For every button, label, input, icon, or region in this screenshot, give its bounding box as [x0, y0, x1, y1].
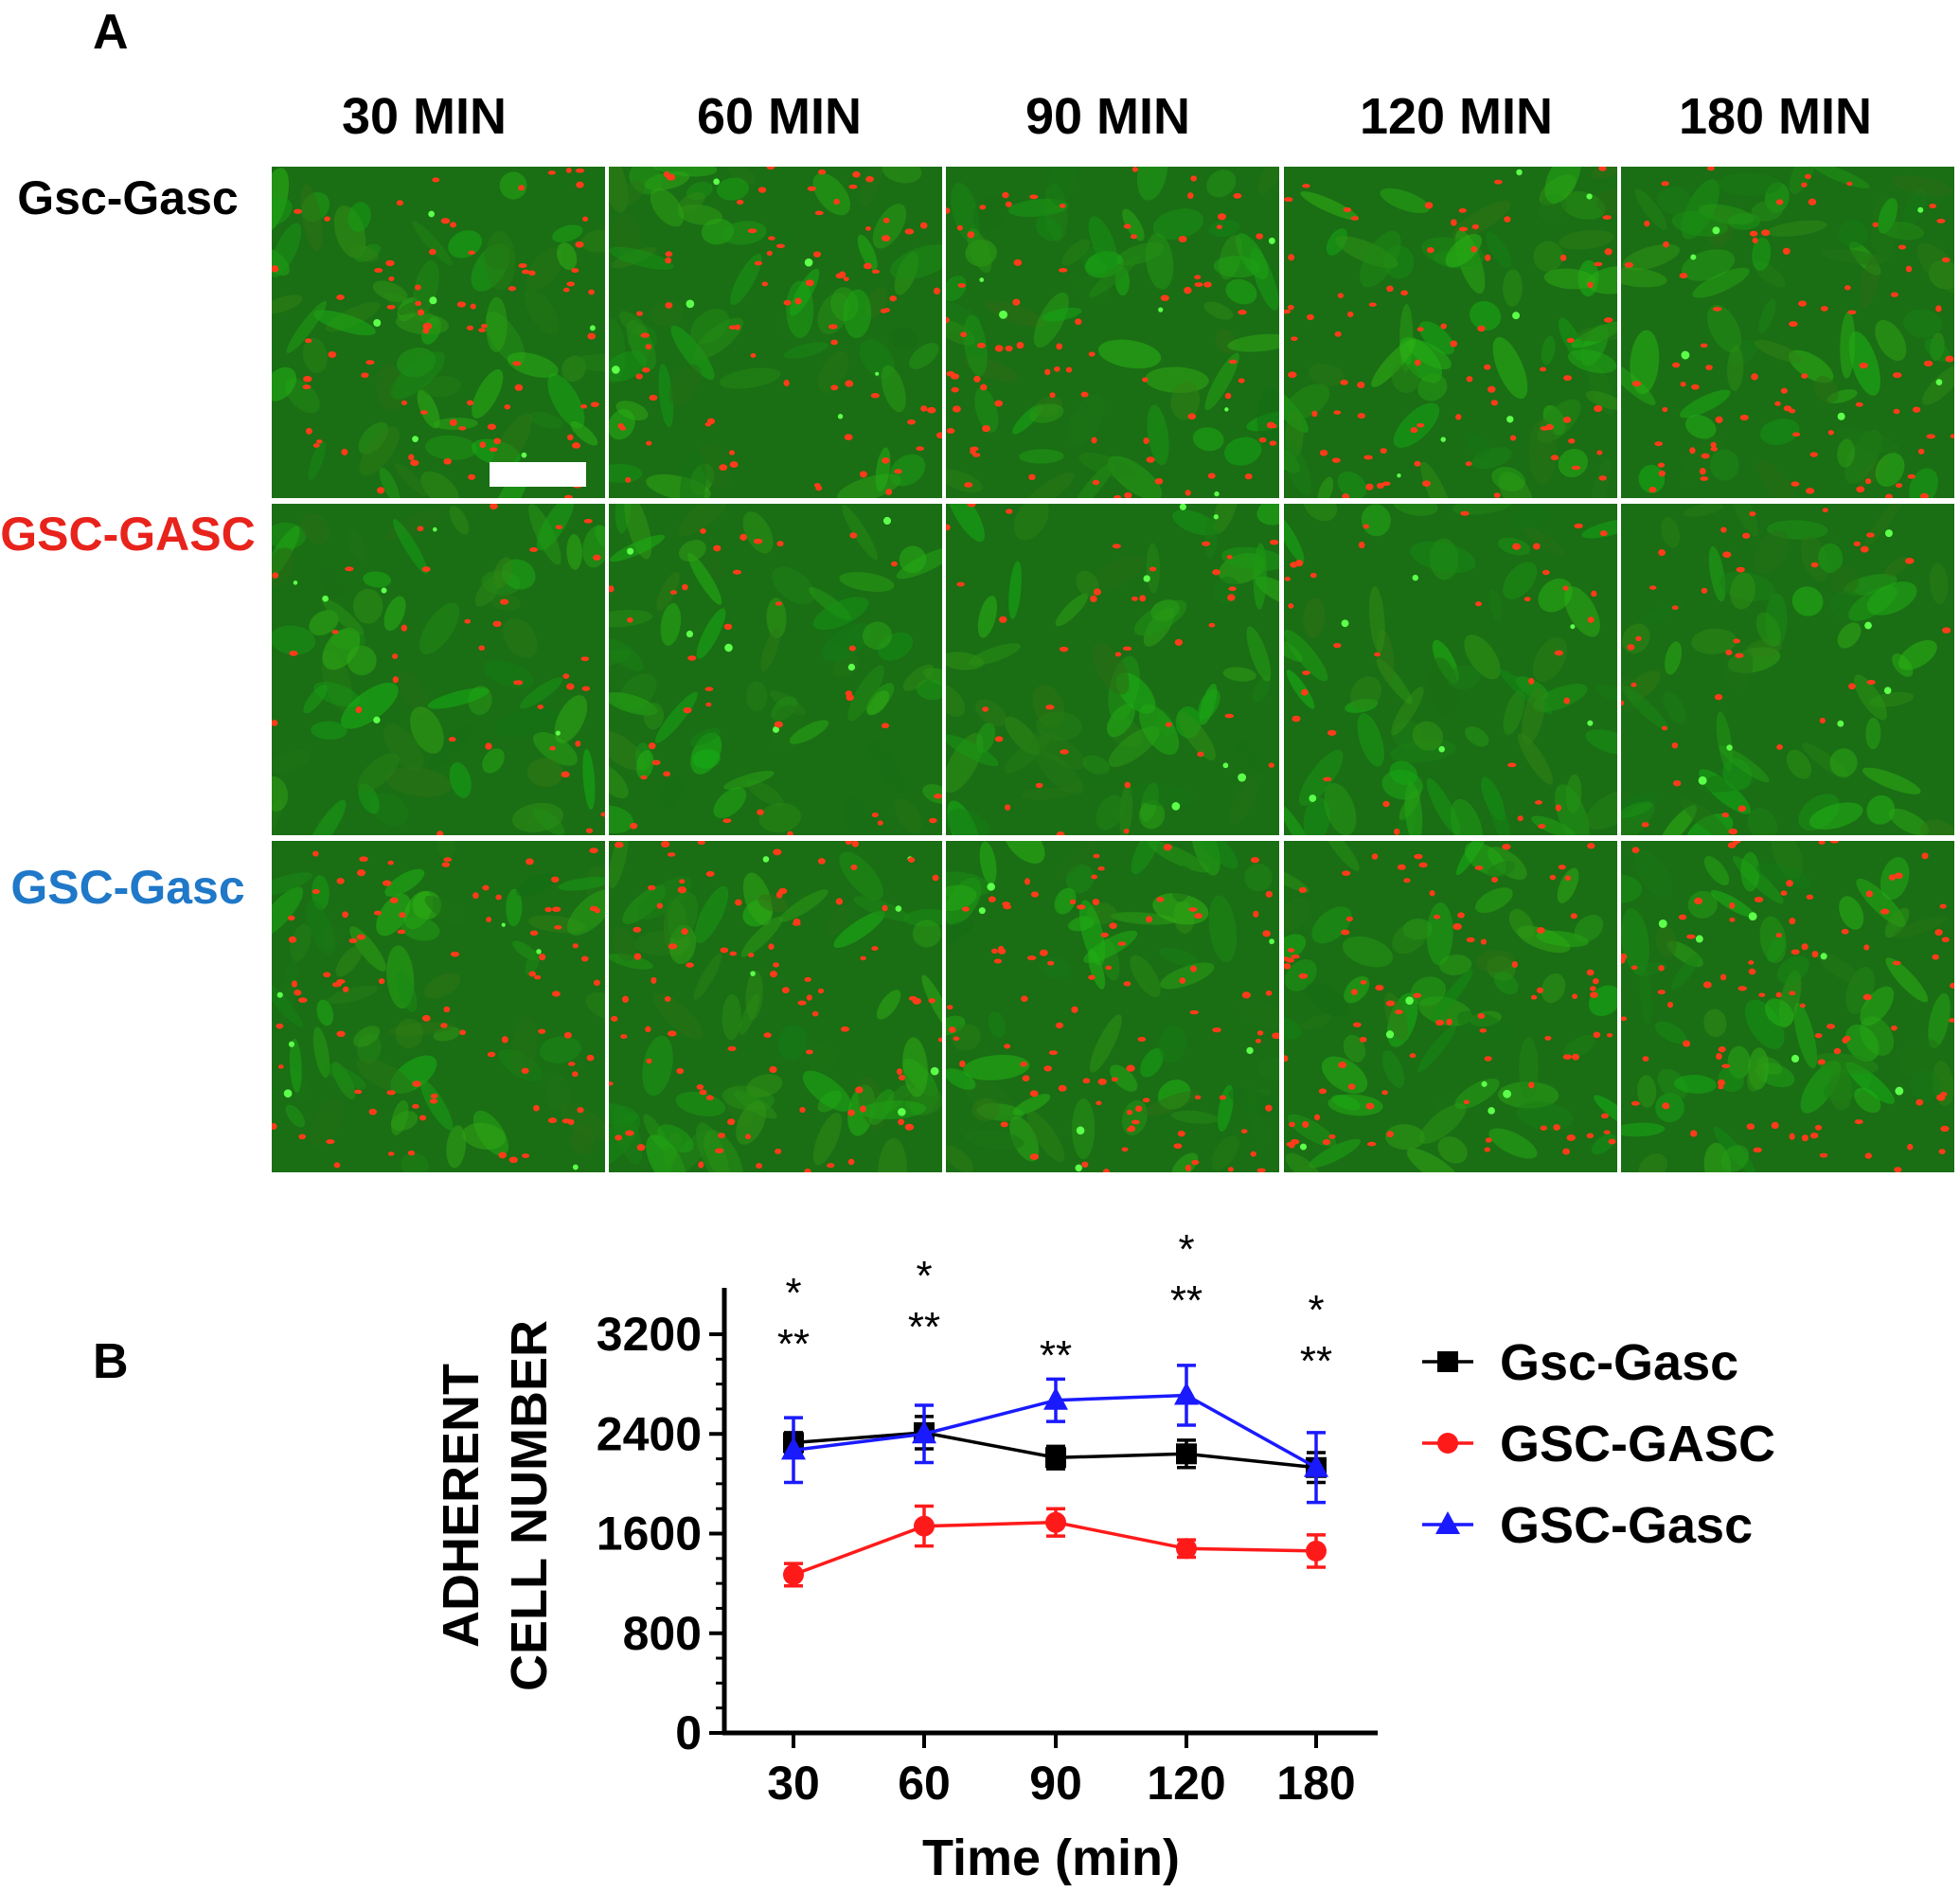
micrograph-image — [1621, 167, 1954, 498]
y-tick-label: 2400 — [597, 1407, 702, 1460]
significance-star: * — [1308, 1287, 1324, 1333]
micrograph-image — [946, 841, 1279, 1172]
significance-star: ** — [1300, 1338, 1332, 1384]
column-header-30min: 30 MIN — [341, 88, 508, 145]
data-point — [781, 1437, 806, 1460]
column-header-90min: 90 MIN — [1025, 88, 1191, 145]
x-axis-title: Time (min) — [922, 1830, 1180, 1886]
x-tick-label: 120 — [1147, 1757, 1225, 1810]
data-point — [1043, 1386, 1068, 1410]
micrograph-image — [272, 167, 605, 498]
significance-star: ** — [908, 1304, 940, 1350]
data-point — [1304, 1454, 1328, 1477]
micrograph-image — [1284, 167, 1617, 498]
data-point — [1176, 1538, 1197, 1560]
panel-b-letter: B — [93, 1334, 129, 1389]
row-label-gsc-gasc-mixed: GSC-Gasc — [10, 861, 245, 914]
significance-star: * — [1178, 1226, 1194, 1273]
significance-star: ** — [1040, 1332, 1072, 1379]
y-tick-label: 3200 — [597, 1308, 702, 1361]
y-tick-label: 800 — [623, 1607, 702, 1660]
series-3 — [784, 1364, 1326, 1505]
data-point — [783, 1563, 804, 1585]
scale-bar — [490, 462, 586, 487]
y-axis-title: ADHERENT — [433, 1364, 490, 1648]
significance-star: * — [916, 1253, 932, 1299]
significance-star: ** — [777, 1321, 810, 1367]
y-tick-label: 0 — [675, 1706, 702, 1759]
micrograph-image — [609, 841, 942, 1172]
legend-marker — [1437, 1351, 1458, 1372]
data-point — [1045, 1511, 1066, 1533]
legend-label: Gsc-Gasc — [1500, 1334, 1738, 1391]
legend-label: GSC-Gasc — [1500, 1497, 1753, 1554]
micrograph-image — [1621, 841, 1954, 1172]
column-header-60min: 60 MIN — [696, 88, 863, 145]
data-point — [1174, 1382, 1199, 1405]
micrograph-image — [609, 167, 942, 498]
micrograph-image — [272, 504, 605, 835]
micrograph-image — [1284, 841, 1617, 1172]
data-point — [1176, 1443, 1197, 1465]
micrograph-image — [609, 504, 942, 835]
micrograph-image — [946, 167, 1279, 498]
significance-star: * — [785, 1270, 801, 1316]
x-tick-label: 90 — [1029, 1757, 1082, 1810]
y-axis-title: CELL NUMBER — [501, 1320, 558, 1691]
micrograph-image — [1621, 504, 1954, 835]
panel-a-letter: A — [93, 5, 129, 60]
data-point — [914, 1515, 935, 1537]
row-label-gsc-gasc-upper: GSC-GASC — [0, 508, 256, 561]
data-point — [912, 1420, 936, 1444]
x-tick-label: 180 — [1276, 1757, 1355, 1810]
column-header-180min: 180 MIN — [1678, 88, 1873, 145]
micrograph-image — [272, 841, 605, 1172]
adherent-cell-chart: 0 800 1600 2400 3200 30 60 90 120 180 Time (min) AD… — [433, 1226, 1775, 1886]
legend-label: GSC-GASC — [1500, 1416, 1775, 1473]
data-point — [1045, 1447, 1066, 1469]
legend-marker — [1435, 1511, 1460, 1534]
data-point — [1306, 1540, 1327, 1562]
column-header-120min: 120 MIN — [1359, 88, 1554, 145]
significance-star: ** — [1170, 1277, 1203, 1324]
row-label-gsc-gasc: Gsc-Gasc — [17, 171, 239, 224]
micrograph-image — [1284, 504, 1617, 835]
legend-marker — [1437, 1433, 1458, 1454]
y-tick-label: 1600 — [597, 1508, 702, 1561]
micrograph-image — [946, 504, 1279, 835]
x-tick-label: 60 — [898, 1757, 951, 1810]
x-tick-label: 30 — [767, 1757, 820, 1810]
